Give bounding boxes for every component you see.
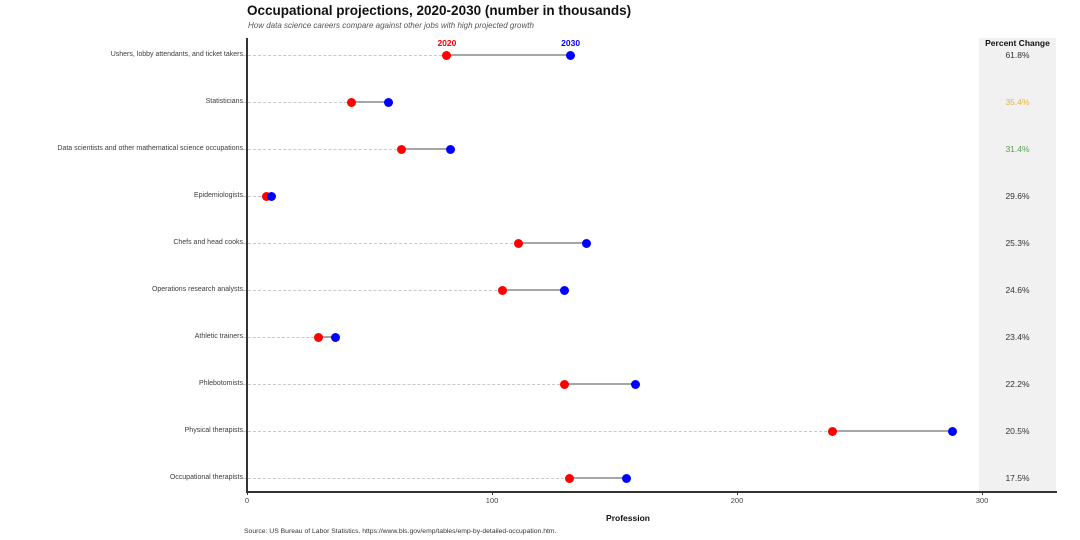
percent-value: 61.8% [1005, 50, 1030, 60]
percent-value: 35.4% [1005, 97, 1030, 107]
x-tick-label: 200 [730, 496, 744, 505]
dumbbell-connector [318, 336, 336, 338]
percent-value: 17.5% [1005, 473, 1030, 483]
chart-subtitle: How data science careers compare against… [248, 21, 534, 30]
dot-2020 [497, 285, 507, 295]
x-tick [737, 492, 738, 495]
percent-value: 29.6% [1005, 191, 1030, 201]
category-label: Ushers, lobby attendants, and ticket tak… [110, 50, 243, 58]
leader-line [243, 478, 570, 479]
dumbbell-connector [569, 477, 626, 479]
dumbbell-connector [446, 54, 571, 56]
percent-value: 25.3% [1005, 238, 1030, 248]
dumbbell-connector [564, 383, 636, 385]
category-label: Data scientists and other mathematical s… [57, 144, 243, 152]
dot-2020 [261, 191, 271, 201]
legend-2020-label: 2020 [437, 38, 457, 48]
dumbbell-connector [351, 101, 389, 103]
x-tick [982, 492, 983, 495]
dot-2020 [347, 97, 357, 107]
category-label: Statisticians [205, 97, 243, 105]
category-label: Occupational therapists [169, 473, 243, 481]
percent-value: 22.2% [1005, 379, 1030, 389]
x-tick-label: 0 [244, 496, 250, 505]
percent-change-header: Percent Change [985, 38, 1050, 48]
x-tick [247, 492, 248, 495]
leader-line [243, 290, 503, 291]
category-label: Epidemiologists [193, 191, 243, 199]
leader-line [243, 337, 319, 338]
dot-2030 [331, 332, 341, 342]
percent-value: 24.6% [1005, 285, 1030, 295]
dot-2030 [267, 191, 277, 201]
x-axis-line [246, 491, 1057, 493]
x-axis-title: Profession [606, 513, 650, 523]
dumbbell-connector [401, 148, 451, 150]
dot-2020 [827, 426, 837, 436]
leader-line [243, 149, 402, 150]
category-label: Chefs and head cooks [173, 238, 243, 246]
dot-2030 [446, 144, 456, 154]
category-label: Athletic trainers [194, 332, 243, 340]
dot-2030 [621, 473, 631, 483]
chart-title: Occupational projections, 2020-2030 (num… [247, 3, 632, 18]
percent-change-panel [979, 38, 1056, 493]
dot-2020 [397, 144, 407, 154]
leader-line [243, 384, 565, 385]
dot-2020 [314, 332, 324, 342]
dumbbell-connector [502, 289, 565, 291]
percent-value: 23.4% [1005, 332, 1030, 342]
dot-2030 [384, 97, 394, 107]
percent-value: 20.5% [1005, 426, 1030, 436]
leader-line [243, 102, 352, 103]
dot-2020 [564, 473, 574, 483]
dot-2030 [582, 238, 592, 248]
x-tick [492, 492, 493, 495]
dot-2020 [560, 379, 570, 389]
y-axis-line [246, 38, 248, 491]
x-tick-label: 100 [485, 496, 499, 505]
leader-line [243, 431, 833, 432]
dumbbell-connector [832, 430, 953, 432]
leader-line [243, 55, 447, 56]
dumbbell-connector [518, 242, 587, 244]
dot-2030 [566, 50, 576, 60]
percent-value: 31.4% [1005, 144, 1030, 154]
leader-line [243, 196, 267, 197]
category-label: Phlebotomists [199, 379, 243, 387]
source-note: Source: US Bureau of Labor Statistics. h… [244, 528, 557, 535]
dot-2030 [560, 285, 570, 295]
category-label: Operations research analysts [151, 285, 243, 293]
dot-2020 [442, 50, 452, 60]
dot-2020 [513, 238, 523, 248]
x-tick-label: 300 [975, 496, 989, 505]
dot-2030 [947, 426, 957, 436]
legend-2030-label: 2030 [561, 38, 581, 48]
dot-2030 [630, 379, 640, 389]
leader-line [243, 243, 519, 244]
category-label: Physical therapists [184, 426, 243, 434]
